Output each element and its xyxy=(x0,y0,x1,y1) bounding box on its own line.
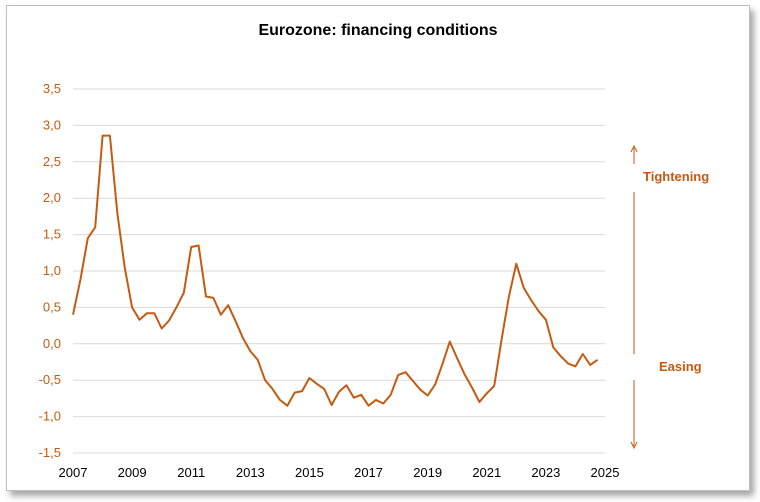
x-tick-label: 2011 xyxy=(177,465,205,480)
x-tick-label: 2007 xyxy=(59,465,88,480)
y-tick-label: -1,0 xyxy=(39,409,61,424)
y-tick-label: 2,0 xyxy=(43,190,61,205)
down-arrowhead-icon xyxy=(630,441,638,450)
chart-title: Eurozone: financing conditions xyxy=(258,22,498,39)
y-tick-label: 3,0 xyxy=(43,117,61,132)
y-tick-label: 0,5 xyxy=(43,299,61,314)
x-tick-label: 2015 xyxy=(295,465,324,480)
up-arrowhead-icon xyxy=(630,144,638,153)
y-tick-label: 3,5 xyxy=(43,81,61,96)
x-tick-label: 2017 xyxy=(354,465,383,480)
chart-frame: Eurozone: financing conditions 3,5 3,0 2,5… xyxy=(6,5,750,491)
x-tick-label: 2009 xyxy=(118,465,147,480)
tightening-label: Tightening xyxy=(643,169,709,184)
plot-area: 3,5 3,0 2,5 2,0 1,5 1,0 0,5 0,0 -0,5 -1,0 -1,5 200… xyxy=(39,81,710,480)
x-tick-label: 2021 xyxy=(472,465,501,480)
x-tick-label: 2013 xyxy=(236,465,265,480)
y-tick-label: -0,5 xyxy=(39,372,61,387)
y-tick-label: -1,5 xyxy=(39,445,61,460)
x-tick-label: 2025 xyxy=(591,465,620,480)
easing-label: Easing xyxy=(659,359,702,374)
x-tick-label: 2019 xyxy=(413,465,442,480)
x-tick-label: 2023 xyxy=(531,465,560,480)
series-line xyxy=(72,134,599,407)
y-tick-label: 1,5 xyxy=(43,227,61,242)
y-tick-label: 0,0 xyxy=(43,336,61,351)
y-tick-label: 2,5 xyxy=(43,154,61,169)
y-tick-label: 1,0 xyxy=(43,263,61,278)
